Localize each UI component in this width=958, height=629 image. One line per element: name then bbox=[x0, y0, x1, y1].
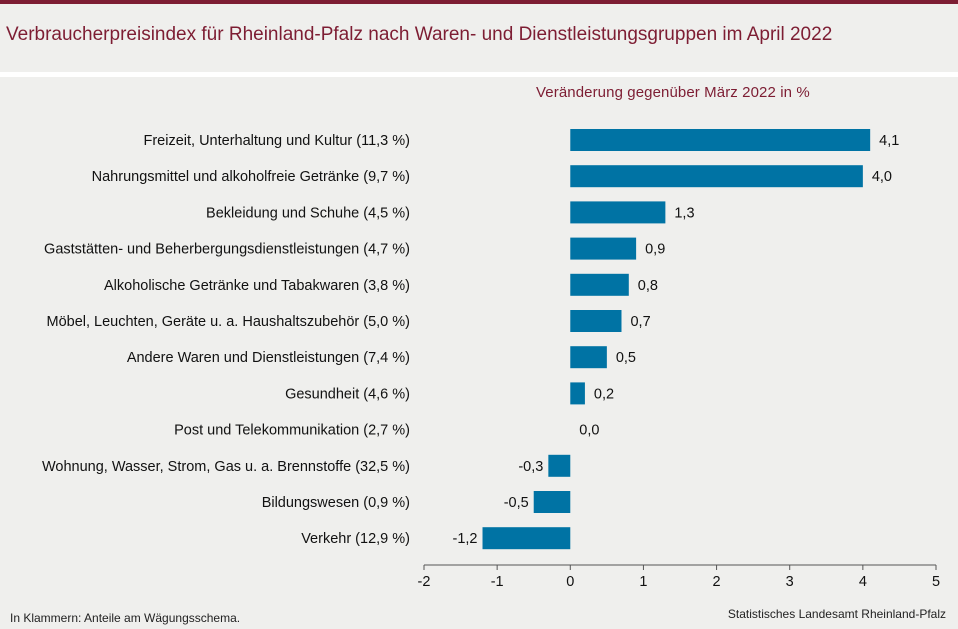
data-label: 1,3 bbox=[674, 205, 694, 221]
category-label: Gaststätten- und Beherbergungsdienstleis… bbox=[44, 242, 410, 258]
bar bbox=[570, 201, 666, 224]
data-label: 0,8 bbox=[638, 278, 658, 294]
bar bbox=[570, 129, 871, 151]
bar bbox=[570, 165, 863, 188]
category-label: Bekleidung und Schuhe (4,5 %) bbox=[206, 205, 410, 221]
bar bbox=[570, 310, 622, 332]
title-separator bbox=[0, 72, 958, 77]
data-label: 0,9 bbox=[645, 242, 665, 258]
data-label: -1,2 bbox=[453, 531, 478, 547]
top-rule bbox=[0, 0, 958, 4]
bars bbox=[482, 129, 871, 550]
chart-title: Verbraucherpreisindex für Rheinland-Pfal… bbox=[6, 24, 833, 45]
x-tick-label: 3 bbox=[786, 574, 794, 590]
category-label: Wohnung, Wasser, Strom, Gas u. a. Brenns… bbox=[42, 459, 410, 475]
data-label: 4,1 bbox=[879, 133, 899, 149]
x-tick-label: 0 bbox=[566, 574, 574, 590]
chart-subtitle: Veränderung gegenüber März 2022 in % bbox=[536, 84, 810, 101]
category-label: Post und Telekommunikation (2,7 %) bbox=[174, 423, 410, 439]
data-label: 0,5 bbox=[616, 350, 636, 366]
data-label: 0,2 bbox=[594, 386, 614, 402]
category-label: Bildungswesen (0,9 %) bbox=[262, 495, 410, 511]
x-axis: -2 -1 0 1 2 3 4 5 bbox=[418, 564, 940, 590]
data-label: -0,3 bbox=[518, 459, 543, 475]
category-label: Verkehr (12,9 %) bbox=[301, 531, 410, 547]
category-label: Freizeit, Unterhaltung und Kultur (11,3 … bbox=[143, 133, 410, 149]
title-band bbox=[0, 4, 958, 72]
x-tick-label: -2 bbox=[418, 574, 431, 590]
data-label: 0,0 bbox=[579, 423, 599, 439]
x-tick-label: 1 bbox=[639, 574, 647, 590]
category-label: Gesundheit (4,6 %) bbox=[285, 386, 410, 402]
category-labels: Freizeit, Unterhaltung und Kultur (11,3 … bbox=[42, 133, 410, 547]
x-tick-label: 2 bbox=[713, 574, 721, 590]
source-credit: Statistisches Landesamt Rheinland-Pfalz bbox=[727, 607, 946, 621]
bar bbox=[482, 527, 571, 550]
category-label: Andere Waren und Dienstleistungen (7,4 %… bbox=[127, 350, 410, 366]
data-label: 4,0 bbox=[872, 169, 892, 185]
category-label: Alkoholische Getränke und Tabakwaren (3,… bbox=[104, 278, 410, 294]
bar bbox=[570, 382, 585, 405]
bar bbox=[570, 346, 607, 369]
category-label: Möbel, Leuchten, Geräte u. a. Haushaltsz… bbox=[46, 314, 410, 330]
x-tick-label: -1 bbox=[491, 574, 504, 590]
category-label: Nahrungsmittel und alkoholfreie Getränke… bbox=[92, 169, 410, 185]
bar bbox=[548, 454, 571, 477]
data-label: -0,5 bbox=[504, 495, 529, 511]
footnote: In Klammern: Anteile am Wägungsschema. bbox=[10, 611, 241, 625]
bar bbox=[570, 273, 629, 296]
x-tick-label: 5 bbox=[932, 574, 940, 590]
x-tick-label: 4 bbox=[859, 574, 867, 590]
bar bbox=[570, 237, 637, 260]
value-labels: 4,1 4,0 1,3 0,9 0,8 0,7 0,5 0,2 0,0 -0,3 -0,5 -1,2 bbox=[453, 133, 900, 547]
data-label: 0,7 bbox=[630, 314, 650, 330]
bar bbox=[533, 491, 571, 513]
